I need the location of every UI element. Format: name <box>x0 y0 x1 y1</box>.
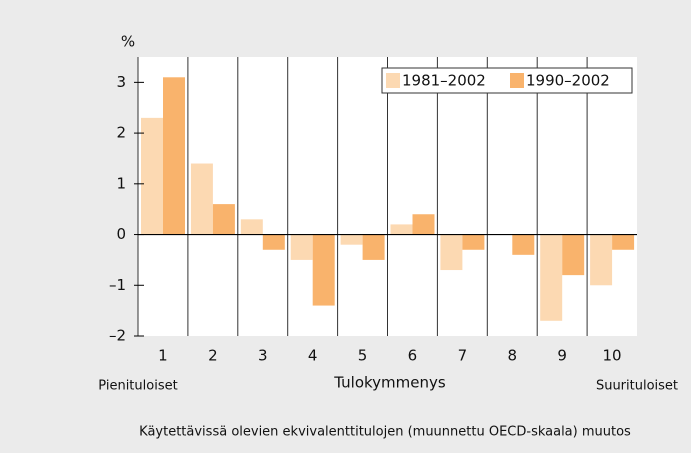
y-tick-label: 0 <box>116 225 126 243</box>
bar <box>290 234 313 260</box>
y-axis-label: % <box>121 33 135 51</box>
bar <box>340 234 363 245</box>
y-tick-label: –2 <box>109 327 126 345</box>
bar <box>462 234 485 250</box>
bar <box>141 117 163 235</box>
bar <box>312 234 335 306</box>
bar <box>212 204 235 235</box>
x-tick-label: 8 <box>507 347 517 365</box>
bar <box>412 214 435 235</box>
x-tick-label: 6 <box>408 347 418 365</box>
y-tick-label: –1 <box>109 276 126 294</box>
legend-box <box>381 67 633 94</box>
bar <box>612 234 635 250</box>
bar <box>562 234 585 276</box>
x-tick-label: 10 <box>603 347 622 365</box>
x-tick-label: 3 <box>258 347 268 365</box>
x-tick-label: 2 <box>208 347 218 365</box>
x-tick-label: 4 <box>308 347 318 365</box>
y-tick-label: 1 <box>116 174 126 192</box>
y-tick-label: 3 <box>116 73 126 91</box>
bar <box>512 234 535 255</box>
x-tick-label: 7 <box>458 347 468 365</box>
x-axis-label: Tulokymmenys <box>333 374 446 392</box>
annotation: Suurituloiset <box>596 379 678 394</box>
bar <box>190 163 213 235</box>
bar <box>390 224 413 235</box>
annotation: Pienituloiset <box>98 379 177 394</box>
x-tick-label: 5 <box>358 347 368 365</box>
legend-label: 1981–2002 <box>402 72 486 90</box>
legend-label: 1990–2002 <box>526 72 610 90</box>
y-tick-label: 2 <box>116 124 126 142</box>
legend-swatch <box>510 73 524 88</box>
bar <box>440 234 463 271</box>
x-tick-label: 1 <box>158 347 168 365</box>
bar <box>262 234 285 250</box>
bar <box>540 234 563 321</box>
legend-swatch <box>386 73 400 88</box>
bar <box>362 234 385 260</box>
bar <box>590 234 613 286</box>
x-tick-label: 9 <box>557 347 567 365</box>
bar <box>240 219 263 235</box>
bar <box>163 77 185 235</box>
caption: Käytettävissä olevien ekvivalenttituloje… <box>139 425 631 440</box>
